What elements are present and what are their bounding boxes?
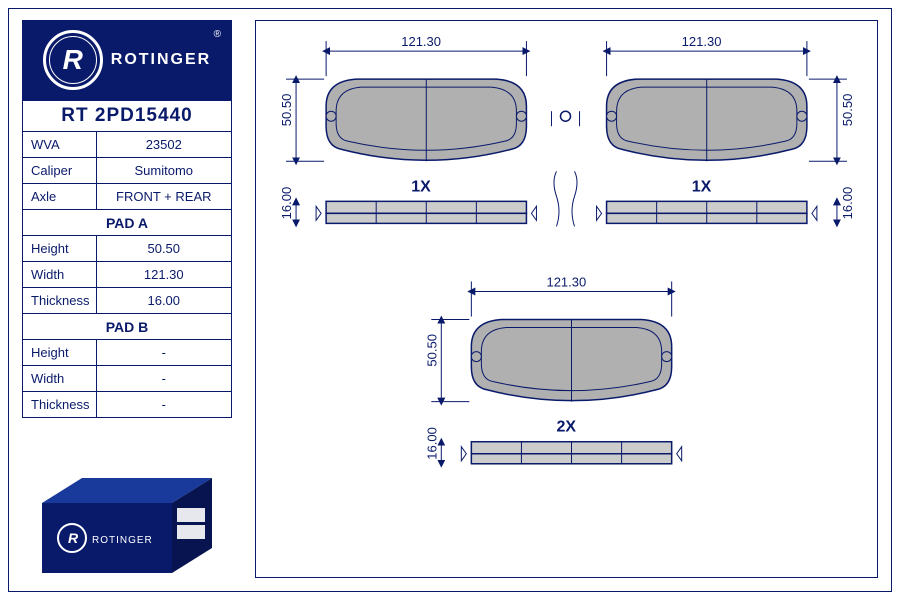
dim-width: 121.30 <box>546 274 586 289</box>
pad-b-value: - <box>96 392 231 418</box>
pad-a-label: Height <box>23 236 97 262</box>
pad-a-label: Width <box>23 262 97 288</box>
qty-label: 2X <box>556 418 576 436</box>
spec-table: RT 2PD15440 WVA23502 CaliperSumitomo Axl… <box>22 100 232 418</box>
brand-logo: R ROTINGER ® <box>22 20 232 100</box>
pad-b-label: Thickness <box>23 392 97 418</box>
svg-text:R: R <box>68 530 79 546</box>
dim-thick: 16.00 <box>840 187 855 220</box>
pad-a-value: 16.00 <box>96 288 231 314</box>
qty-label: 1X <box>411 177 431 195</box>
dim-width: 121.30 <box>682 34 722 49</box>
dim-width: 121.30 <box>401 34 441 49</box>
dim-height: 50.50 <box>424 334 439 367</box>
dim-thick: 16.00 <box>424 427 439 460</box>
pad-a-value: 50.50 <box>96 236 231 262</box>
pad-a-label: Thickness <box>23 288 97 314</box>
dim-thick: 16.00 <box>279 187 294 220</box>
brand-name: ROTINGER <box>111 51 211 69</box>
registered-icon: ® <box>214 29 221 40</box>
pad-b-header: PAD B <box>23 314 232 340</box>
dim-height: 50.50 <box>279 94 294 127</box>
dim-height: 50.50 <box>840 94 855 127</box>
spec-value: Sumitomo <box>96 158 231 184</box>
logo-letter: R <box>63 44 83 76</box>
part-number: RT 2PD15440 <box>23 101 232 132</box>
pad-a-header: PAD A <box>23 210 232 236</box>
diagram-area: 121.30 50.50 16.00 1X 121.30 50.50 16.00… <box>255 20 878 578</box>
spec-label: Axle <box>23 184 97 210</box>
technical-drawing: 121.30 50.50 16.00 1X 121.30 50.50 16.00… <box>256 21 877 577</box>
svg-text:ROTINGER: ROTINGER <box>92 535 153 546</box>
pad-b-label: Height <box>23 340 97 366</box>
left-panel: R ROTINGER ® RT 2PD15440 WVA23502 Calipe… <box>22 20 232 418</box>
pad-b-label: Width <box>23 366 97 392</box>
product-box-image: R ROTINGER <box>22 463 232 578</box>
logo-circle-icon: R <box>43 30 103 90</box>
qty-label: 1X <box>692 177 712 195</box>
spec-label: WVA <box>23 132 97 158</box>
pad-b-value: - <box>96 340 231 366</box>
spec-label: Caliper <box>23 158 97 184</box>
pad-b-value: - <box>96 366 231 392</box>
spec-value: 23502 <box>96 132 231 158</box>
spec-value: FRONT + REAR <box>96 184 231 210</box>
pad-a-value: 121.30 <box>96 262 231 288</box>
